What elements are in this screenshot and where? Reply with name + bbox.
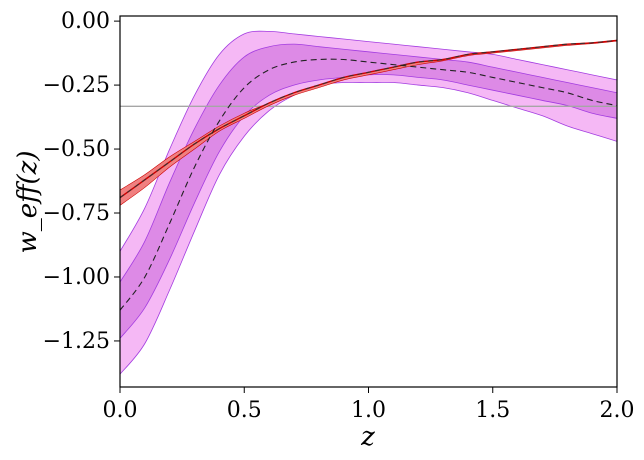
ticks: 0.0 0.5 1.0 1.5 2.0 0.00 −0.25 −0.50 −0.75 −1.00 −…	[43, 9, 635, 423]
y-tick-label: −0.25	[43, 73, 110, 98]
x-tick-label: 0.5	[227, 398, 262, 423]
y-tick-label: 0.00	[61, 9, 110, 34]
band-1sigma-upper-edge	[120, 43, 617, 283]
plot-area	[120, 30, 617, 375]
y-tick-label: −0.50	[43, 137, 110, 162]
band-2sigma-upper-edge	[120, 30, 617, 252]
y-tick-label: −1.25	[43, 329, 110, 354]
x-axis-label: z	[360, 422, 375, 452]
red-dashed-line	[120, 39, 617, 199]
x-tick-label: 1.0	[351, 398, 386, 423]
y-axis-label: w_eff(z)	[13, 150, 43, 253]
x-tick-label: 2.0	[600, 398, 635, 423]
y-tick-label: −1.00	[43, 265, 110, 290]
x-tick-label: 0.0	[103, 398, 138, 423]
band-2sigma-lower-edge	[120, 81, 617, 375]
y-tick-label: −0.75	[43, 201, 110, 226]
x-tick-label: 1.5	[475, 398, 510, 423]
